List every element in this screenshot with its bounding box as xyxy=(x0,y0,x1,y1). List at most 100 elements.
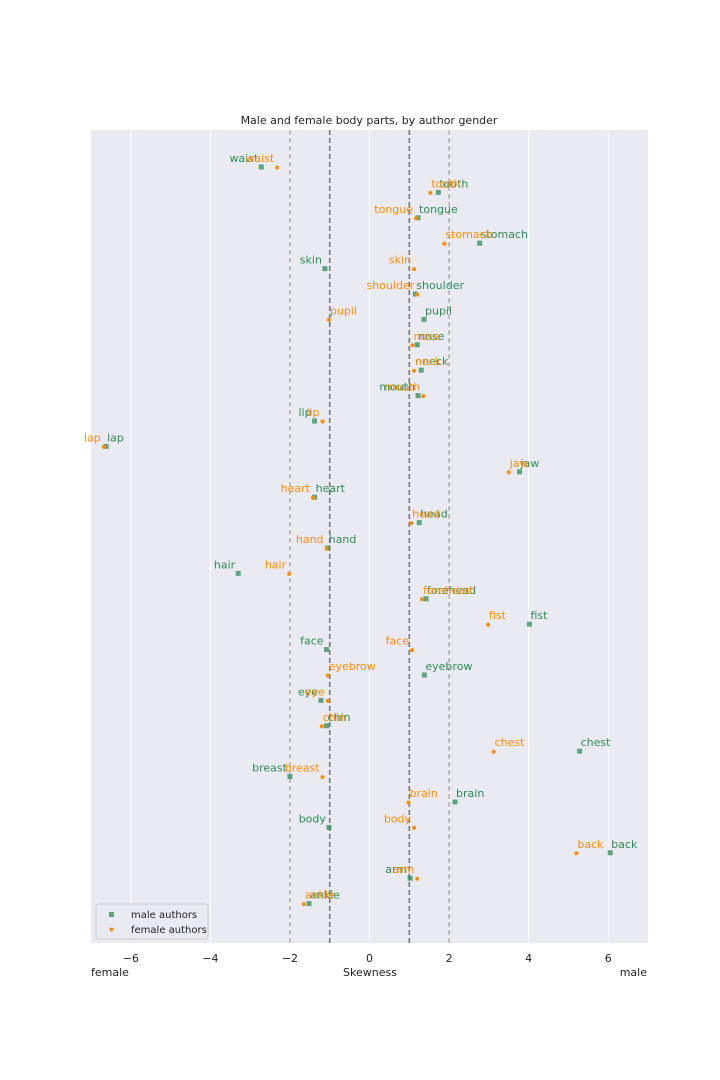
male-label-jaw: jaw xyxy=(519,457,539,470)
female-label-skin: skin xyxy=(389,254,411,267)
grid-lines xyxy=(130,130,609,943)
male-label-fist: fist xyxy=(530,609,548,622)
male-point-nose xyxy=(414,342,420,348)
female-point-lap xyxy=(101,444,106,449)
male-point-mouth xyxy=(415,393,421,399)
x-tick-label-1: −4 xyxy=(202,952,218,965)
female-label-arm: arm xyxy=(392,863,414,876)
female-label-jaw: jaw xyxy=(509,457,529,470)
female-label-forehead: forehead xyxy=(423,584,472,597)
female-point-face xyxy=(410,648,415,653)
female-label-lip: lip xyxy=(306,406,319,419)
male-point-head xyxy=(416,520,422,526)
male-label-mouth: mouth xyxy=(379,381,415,394)
female-label-lap: lap xyxy=(84,431,101,444)
male-point-chest xyxy=(577,748,583,754)
male-point-face xyxy=(324,647,330,653)
x-tick-label-5: 4 xyxy=(525,952,532,965)
female-point-skin xyxy=(412,267,417,272)
male-label-chest: chest xyxy=(581,736,612,749)
female-point-ankle xyxy=(301,902,306,907)
male-label-hair: hair xyxy=(214,558,236,571)
legend-label-female: female authors xyxy=(131,925,207,936)
female-label-chest: chest xyxy=(495,736,526,749)
male-point-hair xyxy=(235,570,241,576)
female-point-stomach xyxy=(442,241,447,246)
male-point-forehead xyxy=(423,596,429,602)
female-point-jaw xyxy=(506,470,511,475)
female-label-fist: fist xyxy=(489,609,507,622)
female-point-breast xyxy=(320,775,325,780)
female-point-body xyxy=(412,825,417,830)
x-tick-label-0: −6 xyxy=(123,952,139,965)
female-label-eyebrow: eyebrow xyxy=(329,660,376,673)
female-label-chin: chin xyxy=(323,711,346,724)
female-point-head xyxy=(409,521,414,526)
female-label-hand: hand xyxy=(296,533,324,546)
male-label-shoulder: shoulder xyxy=(416,279,464,292)
data-points xyxy=(101,164,613,907)
male-label-stomach: stomach xyxy=(481,228,528,241)
female-label-shoulder: shoulder xyxy=(367,279,415,292)
x-side-label-right: male xyxy=(620,966,648,979)
female-point-eye xyxy=(325,698,330,703)
female-point-tongue xyxy=(414,216,419,221)
male-point-skin xyxy=(322,266,328,272)
male-label-forehead: forehead xyxy=(427,584,476,597)
female-point-fist xyxy=(486,622,491,627)
male-label-face: face xyxy=(300,635,324,648)
female-label-ankle: ankle xyxy=(305,889,335,902)
female-label-eye: eye xyxy=(305,685,325,698)
x-tick-label-2: −2 xyxy=(282,952,298,965)
x-tick-labels: −6 −4 −2 0 2 4 6 xyxy=(123,952,612,965)
male-label-neck: neck xyxy=(422,355,449,368)
female-point-hair xyxy=(287,571,292,576)
x-tick-label-3: 0 xyxy=(366,952,373,965)
male-point-neck xyxy=(418,367,424,373)
female-label-nose: nose xyxy=(413,330,439,343)
female-point-arm xyxy=(415,876,420,881)
female-point-forehead xyxy=(420,597,425,602)
female-point-tooth xyxy=(428,190,433,195)
female-label-face: face xyxy=(386,635,410,648)
male-label-tongue: tongue xyxy=(419,203,458,216)
female-point-chest xyxy=(491,749,496,754)
female-label-pupil: pupil xyxy=(330,304,357,317)
male-label-hand: hand xyxy=(329,533,357,546)
male-label-lip: lip xyxy=(298,406,311,419)
female-point-pupil xyxy=(326,317,331,322)
female-point-hand xyxy=(324,546,329,551)
female-label-waist: waist xyxy=(245,152,275,165)
female-point-eyebrow xyxy=(325,673,330,678)
female-label-breast: breast xyxy=(285,762,321,775)
male-point-eye xyxy=(318,697,324,703)
male-point-chin xyxy=(324,723,330,729)
female-label-tongue: tongue xyxy=(374,203,413,216)
male-point-waist xyxy=(258,164,264,170)
female-label-head: head xyxy=(412,508,439,521)
x-tick-label-6: 6 xyxy=(605,952,612,965)
male-label-brain: brain xyxy=(456,787,484,800)
male-point-tooth xyxy=(435,189,441,195)
male-label-body: body xyxy=(299,812,327,825)
male-point-tongue xyxy=(415,215,421,221)
male-label-heart: heart xyxy=(316,482,346,495)
female-point-lip xyxy=(320,419,325,424)
male-point-lap xyxy=(103,443,109,449)
male-point-eyebrow xyxy=(421,672,427,678)
legend: male authors female authors xyxy=(95,903,209,940)
x-tick-label-4: 2 xyxy=(446,952,453,965)
female-point-waist xyxy=(275,165,280,170)
male-label-waist: waist xyxy=(229,152,259,165)
data-labels: waistwaisttoothtoothtonguetonguestomachs… xyxy=(84,152,638,902)
female-label-neck: neck xyxy=(415,355,442,368)
male-point-back xyxy=(607,850,613,856)
chart-title: Male and female body parts, by author ge… xyxy=(241,114,498,127)
male-label-chin: chin xyxy=(328,711,351,724)
male-label-breast: breast xyxy=(252,762,288,775)
female-point-neck xyxy=(412,368,417,373)
male-point-breast xyxy=(287,774,293,780)
male-label-skin: skin xyxy=(300,254,322,267)
male-label-ankle: ankle xyxy=(310,889,340,902)
